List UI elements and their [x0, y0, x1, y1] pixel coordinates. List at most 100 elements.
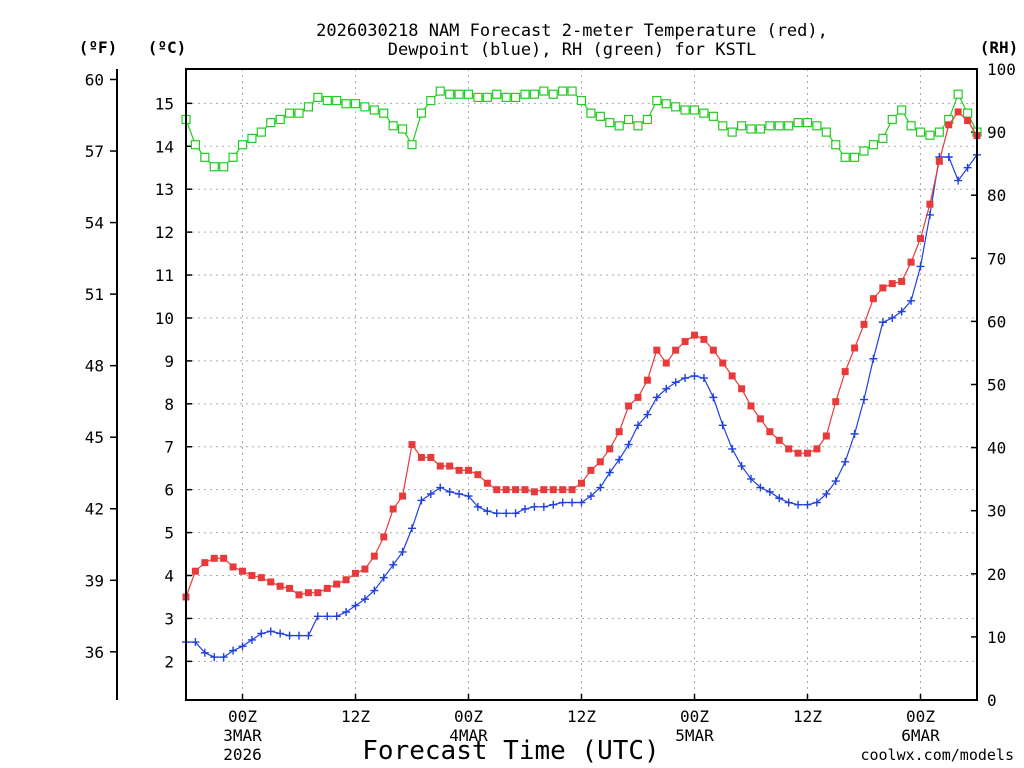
rh-point — [492, 89, 502, 99]
celsius-tick-label: 14 — [155, 137, 174, 156]
dewpoint-point — [426, 489, 435, 498]
time-tick-label: 12Z — [341, 707, 370, 726]
dewpoint-point — [577, 498, 586, 507]
dewpoint-point — [408, 524, 416, 533]
rh-point — [953, 89, 963, 99]
celsius-tick-label: 7 — [164, 438, 174, 457]
temperature-point — [201, 559, 209, 567]
temperature-point — [549, 486, 557, 494]
dewpoint-point — [747, 474, 755, 483]
dewpoint-point — [784, 498, 793, 507]
dewpoint-point — [888, 313, 897, 322]
dewpoint-point — [229, 646, 238, 655]
rh-tick-label: 90 — [987, 123, 1006, 142]
rh-point — [567, 86, 577, 96]
plot-frame — [185, 68, 978, 701]
rh-point — [623, 114, 634, 125]
celsius-unit-label: (ºC) — [148, 38, 187, 57]
temperature-point — [512, 486, 520, 494]
dewpoint-point — [191, 638, 200, 647]
temperature-point — [295, 591, 303, 599]
rh-point — [482, 92, 492, 102]
rh-point — [520, 89, 530, 99]
dewpoint-point — [568, 498, 577, 507]
dewpoint-point — [681, 374, 690, 383]
rh-point — [397, 124, 408, 134]
rh-point — [605, 118, 615, 128]
temperature-point — [389, 505, 397, 513]
dewpoint-point — [436, 483, 445, 492]
rh-tick-label: 30 — [987, 502, 1006, 521]
rh-point — [699, 108, 709, 118]
temperature-point — [615, 428, 623, 436]
dewpoint-point — [775, 494, 784, 503]
dewpoint-point — [916, 262, 925, 271]
temperature-point — [465, 466, 472, 474]
temperature-point — [634, 393, 642, 401]
temperature-point — [578, 479, 585, 487]
rh-point — [849, 152, 860, 162]
temperature-point — [559, 486, 567, 494]
rh-point — [793, 118, 803, 128]
temperature-point — [530, 488, 538, 496]
date-label: 3MAR — [223, 726, 262, 745]
temperature-point — [427, 453, 435, 461]
dewpoint-point — [360, 595, 369, 604]
dewpoint-point — [483, 507, 492, 516]
temperature-point — [408, 441, 416, 449]
temperature-point — [191, 567, 199, 575]
dewpoint-point — [351, 601, 360, 610]
celsius-tick-label: 2 — [164, 652, 174, 671]
dewpoint-point — [549, 500, 558, 509]
rh-tick-label: 40 — [987, 439, 1006, 458]
rh-point — [661, 99, 671, 109]
dewpoint-series — [182, 150, 981, 662]
temperature-point — [521, 486, 529, 494]
rh-point — [407, 140, 417, 150]
time-tick-label: 00Z — [228, 707, 257, 726]
dewpoint-point — [605, 468, 614, 477]
rh-point — [784, 121, 794, 131]
rh-point — [680, 105, 690, 115]
fahrenheit-tick-label: 51 — [85, 285, 104, 304]
dewpoint-point — [944, 152, 953, 161]
temperature-point — [314, 589, 322, 597]
celsius-tick-label: 13 — [155, 180, 174, 199]
rh-tick-label: 100 — [987, 60, 1016, 79]
dewpoint-point — [304, 631, 313, 640]
temperature-point — [493, 486, 501, 494]
rh-point — [671, 102, 681, 112]
temperature-point — [606, 445, 614, 453]
dewpoint-point — [728, 444, 737, 453]
celsius-tick-label: 10 — [155, 309, 174, 328]
dewpoint-point — [662, 384, 671, 393]
fahrenheit-tick-label: 36 — [85, 643, 104, 662]
dewpoint-point — [539, 502, 548, 511]
dewpoint-point — [699, 374, 708, 383]
rh-axis: 0 10 20 30 40 50 60 70 80 90 100 — [971, 60, 1016, 710]
rh-point — [633, 121, 643, 131]
rh-point — [962, 108, 973, 118]
fahrenheit-tick-label: 45 — [85, 428, 104, 447]
temperature-point — [323, 584, 331, 592]
dewpoint-point — [445, 487, 454, 496]
rh-point — [445, 89, 455, 99]
dewpoint-point — [634, 421, 642, 430]
rh-point — [652, 95, 662, 106]
temperature-point — [352, 569, 359, 577]
rh-point — [501, 92, 511, 102]
dewpoint-point — [285, 631, 294, 640]
temperature-point — [926, 200, 934, 208]
dewpoint-point — [530, 502, 539, 511]
fahrenheit-tick-label: 48 — [85, 357, 104, 376]
temperature-point — [455, 466, 463, 474]
rh-point — [736, 121, 747, 131]
rh-point — [718, 121, 728, 131]
temperature-point — [361, 565, 369, 573]
fahrenheit-tick-label: 60 — [85, 70, 104, 89]
dewpoint-point — [473, 502, 482, 511]
rh-point — [200, 152, 210, 162]
dewpoint-point — [643, 410, 652, 419]
time-tick-label: 12Z — [793, 707, 822, 726]
temperature-point — [935, 157, 943, 165]
